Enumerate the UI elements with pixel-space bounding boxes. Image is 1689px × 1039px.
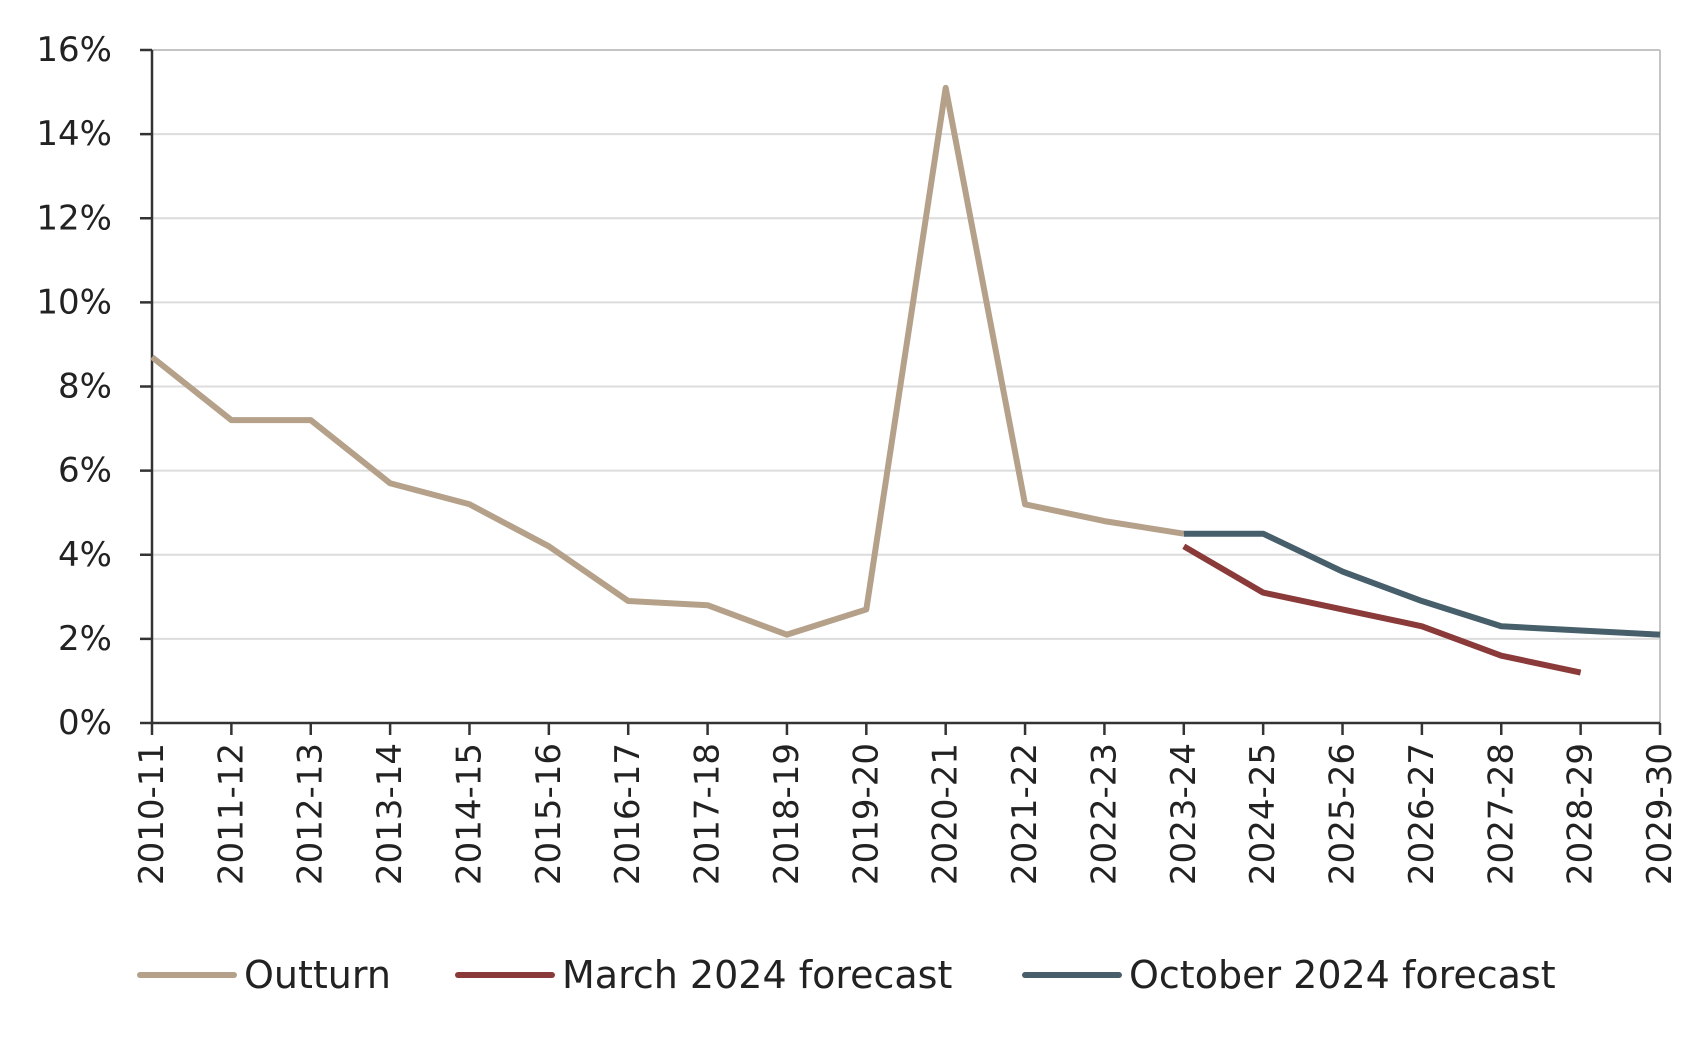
legend-label-march-2024-forecast: March 2024 forecast (562, 953, 952, 997)
x-tick-label-10: 2020-21 (926, 743, 966, 885)
series-line-outturn (150, 84, 1185, 638)
axes: 0% 2% 4% 6% 8% 10% 12% 14% 16% 2010-11 2011-12 2012… (36, 30, 1680, 885)
legend-label-outturn: Outturn (244, 953, 391, 997)
x-tick-label-19: 2029-30 (1640, 743, 1680, 885)
x-tick-label-11: 2021-22 (1005, 743, 1045, 885)
y-tick-label-3: 6% (58, 451, 112, 491)
x-tick-label-2: 2012-13 (291, 743, 331, 885)
y-tick-label-8: 16% (36, 30, 112, 70)
x-tick-label-7: 2017-18 (688, 743, 728, 885)
legend: Outturn March 2024 forecast October 2024 f… (137, 953, 1556, 997)
y-tick-label-4: 8% (58, 367, 112, 407)
x-tick-label-18: 2028-29 (1561, 743, 1601, 885)
y-tick-label-6: 12% (36, 198, 112, 238)
y-tick-label-7: 14% (36, 114, 112, 154)
x-tick-label-8: 2018-19 (767, 743, 807, 885)
series-line-october-2024-forecast (1183, 530, 1661, 638)
x-tick-label-15: 2025-26 (1323, 743, 1363, 885)
series-lines (150, 84, 1661, 676)
x-tick-label-4: 2014-15 (449, 743, 489, 885)
legend-label-october-2024-forecast: October 2024 forecast (1129, 953, 1556, 997)
x-tick-label-9: 2019-20 (846, 743, 886, 885)
x-tick-label-14: 2024-25 (1243, 743, 1283, 885)
series-line-march-2024-forecast (1182, 543, 1582, 676)
y-tick-label-1: 2% (58, 619, 112, 659)
x-tick-label-16: 2026-27 (1402, 743, 1442, 885)
x-tick-label-1: 2011-12 (211, 743, 251, 885)
y-tick-label-2: 4% (58, 535, 112, 575)
x-tick-label-6: 2016-17 (608, 743, 648, 885)
y-tick-label-5: 10% (36, 282, 112, 322)
x-tick-label-5: 2015-16 (529, 743, 569, 885)
gridlines (152, 49, 1660, 640)
x-tick-label-12: 2022-23 (1084, 743, 1124, 885)
x-tick-label-17: 2027-28 (1481, 743, 1521, 885)
x-tick-label-3: 2013-14 (370, 743, 410, 885)
x-tick-label-13: 2023-24 (1164, 743, 1204, 885)
x-tick-label-0: 2010-11 (132, 743, 172, 885)
y-tick-label-0: 0% (58, 703, 112, 743)
